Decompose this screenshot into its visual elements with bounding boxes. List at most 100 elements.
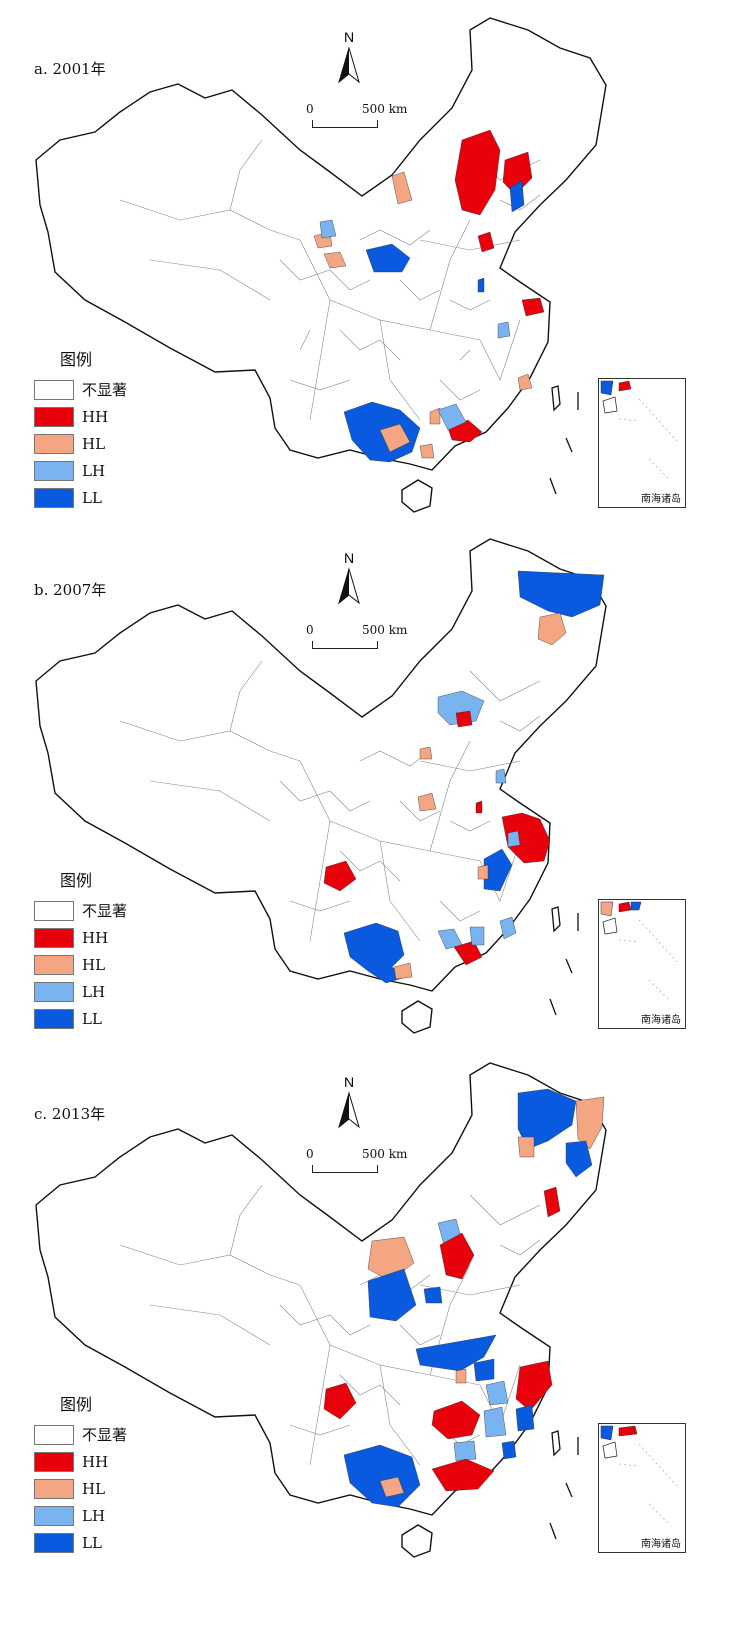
region-hh <box>453 940 483 966</box>
region-hl <box>323 251 347 269</box>
region-lh <box>483 1406 507 1438</box>
legend: 图例 不显著 HH HL LH LL <box>34 1391 127 1556</box>
south-china-sea-inset: 南海诸岛 <box>598 378 686 508</box>
region-ll <box>509 179 525 213</box>
china-map <box>35 538 607 1034</box>
north-label: N <box>344 1074 354 1090</box>
legend-item: HH <box>34 924 127 951</box>
province-border <box>119 660 541 942</box>
region-hl <box>419 443 435 459</box>
scale-distance: 500 km <box>362 1147 408 1161</box>
map-panel-2013: c. 2013年 N 0 500 km 图例 不显著 HH HL LH LL 南… <box>0 1045 752 1591</box>
region-ll <box>477 277 485 293</box>
taiwan-island <box>551 906 561 933</box>
region-hl <box>575 1096 605 1150</box>
legend-item: HL <box>34 951 127 978</box>
region-lh <box>499 916 517 940</box>
region-ll <box>423 1286 443 1304</box>
inset-label: 南海诸岛 <box>641 494 681 505</box>
taiwan-island <box>551 385 561 412</box>
region-ll <box>515 1404 535 1432</box>
region-hh <box>521 297 545 317</box>
taiwan-island <box>551 1430 561 1457</box>
legend-item: LL <box>34 1529 127 1556</box>
region-lh <box>485 1380 509 1406</box>
legend-item: LL <box>34 1005 127 1032</box>
legend-item: LH <box>34 457 127 484</box>
region-hl <box>393 962 413 980</box>
scale-zero: 0 <box>306 1147 314 1161</box>
panel-label: a. 2001年 <box>34 60 106 78</box>
region-hl <box>379 423 411 453</box>
region-hh <box>323 860 357 892</box>
border-line <box>549 1437 579 1540</box>
legend-title: 图例 <box>60 1395 93 1414</box>
legend-item: HL <box>34 430 127 457</box>
region-lh <box>437 690 485 726</box>
region-ll <box>483 848 513 892</box>
south-china-sea-inset: 南海诸岛 <box>598 1423 686 1553</box>
region-hh <box>439 1232 475 1280</box>
region-hl <box>429 407 441 425</box>
region-hl <box>477 864 489 880</box>
region-lh <box>495 768 507 784</box>
region-hh <box>543 1186 561 1218</box>
legend-item: HL <box>34 1475 127 1502</box>
prefecture-border <box>279 715 541 922</box>
map-panel-2001: a. 2001年 N 0 500 km 图例 不显著 HH HL LH LL 南… <box>0 0 752 546</box>
north-arrow-icon: N <box>338 29 360 84</box>
region-hl <box>419 746 433 760</box>
north-arrow-icon: N <box>338 550 360 605</box>
region-lh <box>497 321 511 339</box>
region-hl <box>379 1476 405 1498</box>
scale-distance: 500 km <box>362 102 408 116</box>
scale-bar: 0 500 km <box>306 102 416 132</box>
scale-zero: 0 <box>306 623 314 637</box>
border-line <box>549 913 579 1016</box>
region-hl <box>517 1136 535 1158</box>
legend-item: 不显著 <box>34 376 127 403</box>
china-map <box>35 1062 607 1558</box>
region-hh <box>501 812 551 864</box>
border-line <box>549 392 579 495</box>
inset-label: 南海诸岛 <box>641 1539 681 1550</box>
region-hh <box>454 129 501 216</box>
legend-item: LL <box>34 484 127 511</box>
region-hh <box>455 710 473 728</box>
map-panel-2007: b. 2007年 N 0 500 km 图例 不显著 HH HL LH LL 南… <box>0 521 752 1067</box>
region-hh <box>323 1382 357 1420</box>
panel-label: c. 2013年 <box>34 1105 106 1123</box>
region-hh <box>475 800 483 814</box>
region-hh <box>431 1400 481 1440</box>
north-label: N <box>344 29 354 45</box>
scale-bar: 0 500 km <box>306 623 416 653</box>
region-hh <box>477 231 495 253</box>
region-hl <box>537 612 567 646</box>
region-hh <box>515 1360 553 1412</box>
region-ll <box>565 1140 593 1178</box>
legend-item: LH <box>34 978 127 1005</box>
legend-title: 图例 <box>60 350 93 369</box>
region-lh <box>453 1440 477 1462</box>
legend-item: HH <box>34 403 127 430</box>
region-ll <box>517 570 605 618</box>
region-hh <box>431 1458 495 1492</box>
scale-bar: 0 500 km <box>306 1147 416 1177</box>
hainan-island <box>401 1000 433 1034</box>
legend-title: 图例 <box>60 871 93 890</box>
region-hl <box>517 373 533 391</box>
hainan-island <box>401 1524 433 1558</box>
region-lh <box>507 830 521 848</box>
legend-item: 不显著 <box>34 897 127 924</box>
legend: 图例 不显著 HH HL LH LL <box>34 867 127 1032</box>
region-ll <box>367 1268 417 1322</box>
legend: 图例 不显著 HH HL LH LL <box>34 346 127 511</box>
scale-zero: 0 <box>306 102 314 116</box>
north-arrow-icon: N <box>338 1074 360 1129</box>
north-label: N <box>344 550 354 566</box>
scale-distance: 500 km <box>362 623 408 637</box>
region-ll <box>517 1088 577 1150</box>
region-hl <box>417 792 437 812</box>
region-ll <box>473 1358 495 1382</box>
region-hh <box>502 151 533 196</box>
